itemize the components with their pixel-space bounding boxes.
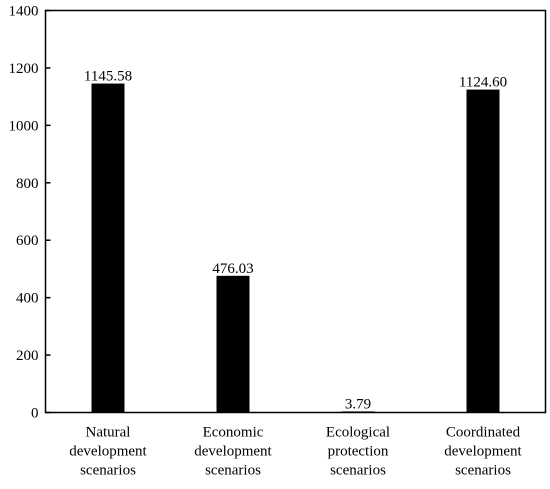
x-tick-label: Ecological: [326, 425, 390, 441]
bar: [466, 89, 500, 413]
y-tick-label: 1200: [9, 61, 39, 77]
data-label: 3.79: [345, 396, 371, 412]
y-axis: 0 200 400 600 800 1000 1200 1400: [9, 4, 51, 422]
x-tick-label: Economic: [203, 425, 264, 441]
bars: [91, 83, 500, 413]
y-tick-label: 200: [16, 348, 39, 364]
x-tick-label: scenarios: [330, 463, 386, 479]
y-tick-label: 0: [31, 406, 39, 422]
x-tick-label: development: [194, 444, 272, 460]
x-tick-label: development: [69, 444, 147, 460]
data-label: 1145.58: [84, 69, 132, 85]
bar: [216, 275, 250, 413]
x-tick-label: Coordinated: [446, 425, 521, 441]
x-tick-label: scenarios: [455, 463, 511, 479]
y-tick-label: 1000: [9, 118, 39, 134]
data-labels: 1145.58 476.03 3.79 1124.60: [84, 69, 507, 413]
y-tick-label: 600: [16, 233, 39, 249]
x-tick-label: Natural: [86, 425, 131, 441]
y-tick-label: 1400: [9, 4, 39, 20]
y-tick-label: 400: [16, 291, 39, 307]
x-tick-label: protection: [328, 444, 389, 460]
x-tick-label: scenarios: [205, 463, 261, 479]
data-label: 476.03: [212, 261, 253, 277]
data-label: 1124.60: [459, 75, 507, 91]
plot-frame: [44, 9, 547, 414]
y-tick-label: 800: [16, 176, 39, 192]
x-tick-label: scenarios: [80, 463, 136, 479]
bar: [91, 83, 125, 413]
x-tick-label: development: [444, 444, 522, 460]
x-axis: Natural development scenarios Economic devel…: [69, 425, 522, 479]
bar: [341, 411, 375, 413]
